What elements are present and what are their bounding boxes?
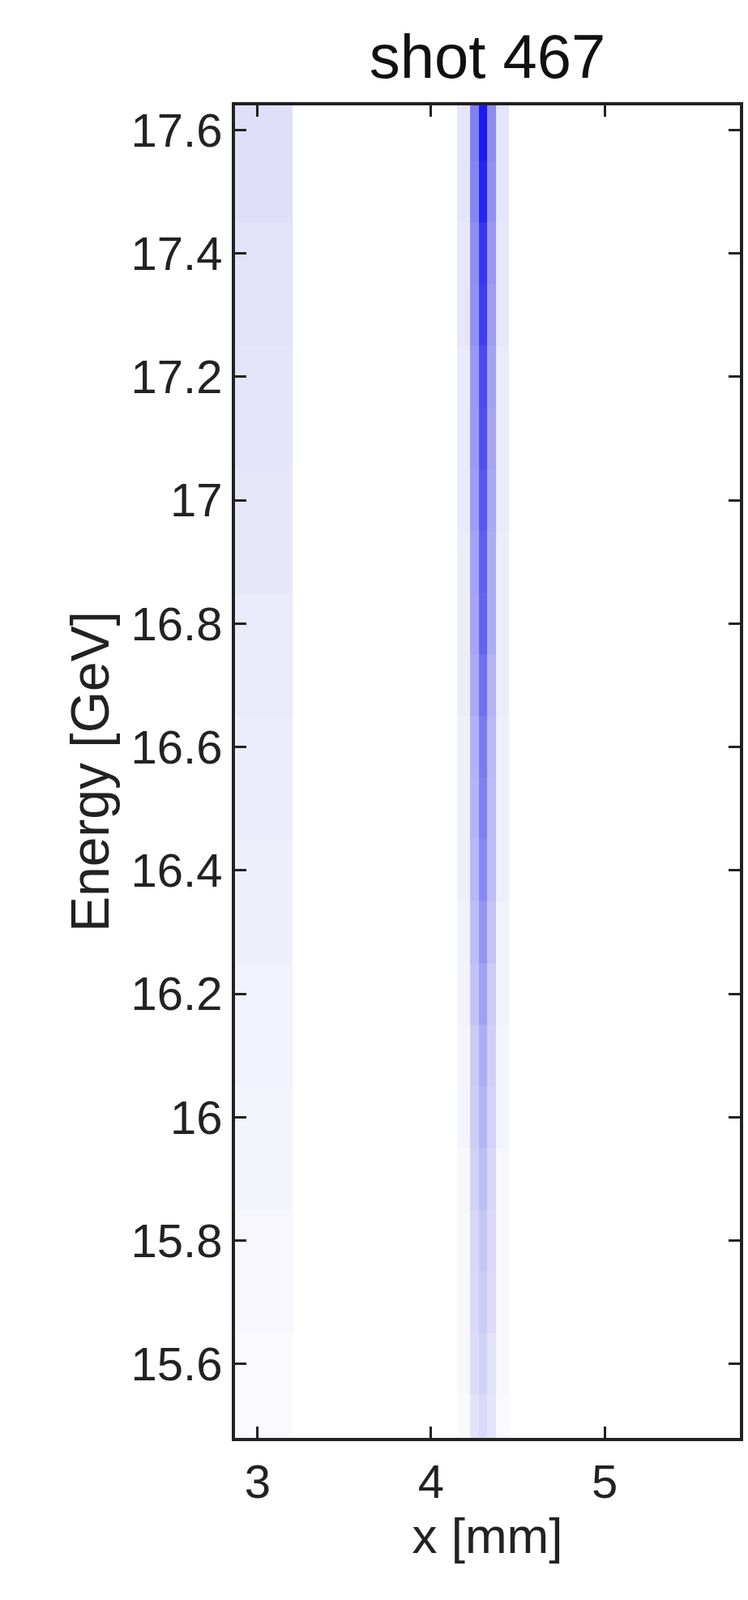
svg-text:16.2: 16.2 bbox=[131, 966, 223, 1020]
svg-text:3: 3 bbox=[244, 1454, 271, 1508]
svg-text:17.6: 17.6 bbox=[131, 103, 223, 157]
svg-text:17.2: 17.2 bbox=[131, 350, 223, 403]
svg-text:15.8: 15.8 bbox=[131, 1213, 223, 1267]
svg-text:5: 5 bbox=[591, 1454, 618, 1508]
svg-text:16.8: 16.8 bbox=[131, 597, 223, 650]
svg-text:15.6: 15.6 bbox=[131, 1337, 223, 1390]
svg-text:shot 467: shot 467 bbox=[369, 21, 607, 91]
svg-text:16: 16 bbox=[170, 1090, 223, 1144]
svg-text:16.4: 16.4 bbox=[131, 843, 223, 897]
svg-text:x [mm]: x [mm] bbox=[412, 1507, 564, 1564]
svg-text:17.4: 17.4 bbox=[131, 226, 223, 280]
svg-text:Energy [GeV]: Energy [GeV] bbox=[59, 611, 120, 932]
svg-text:16.6: 16.6 bbox=[131, 720, 223, 774]
svg-text:17: 17 bbox=[170, 473, 223, 526]
svg-text:4: 4 bbox=[418, 1454, 445, 1508]
